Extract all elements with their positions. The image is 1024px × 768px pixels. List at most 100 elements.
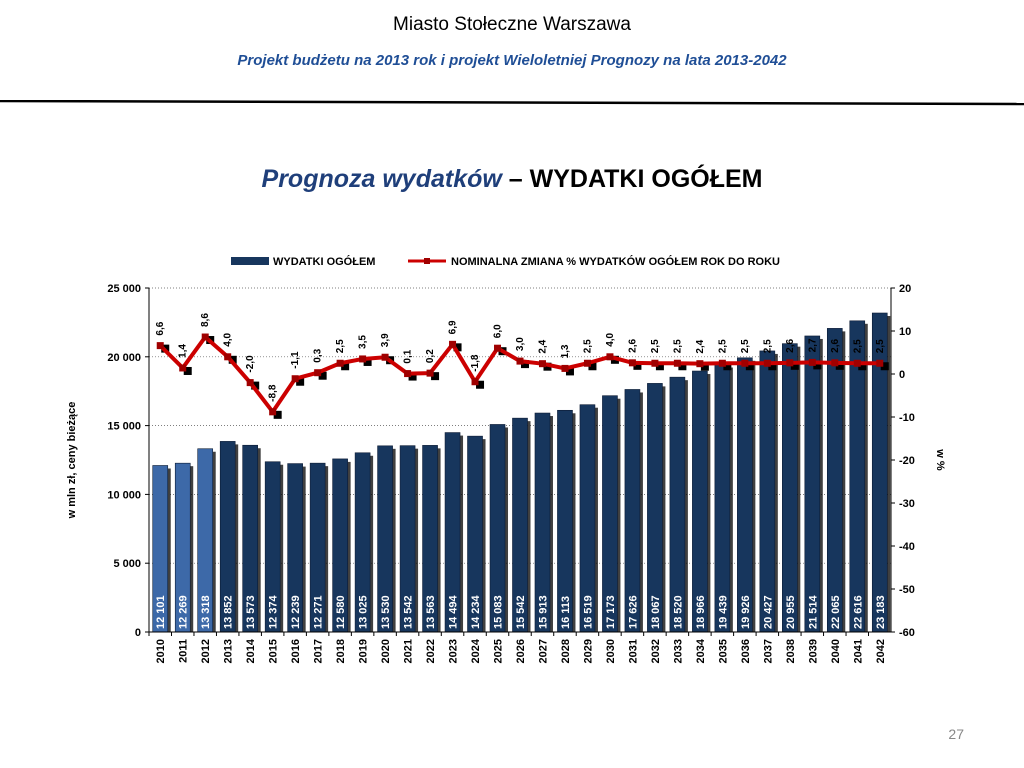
- legend-bar-swatch: [231, 257, 269, 265]
- x-tick-label: 2021: [403, 639, 415, 663]
- bar-value-label: 12 239: [290, 595, 302, 629]
- legend-line-marker: [424, 258, 430, 264]
- line-marker: [381, 353, 389, 361]
- x-tick-label: 2027: [537, 639, 549, 663]
- x-tick-label: 2022: [425, 639, 437, 663]
- line-marker: [741, 359, 749, 367]
- line-marker: [449, 340, 457, 348]
- bar-value-label: 20 427: [762, 595, 774, 629]
- bar-value-label: 15 542: [515, 595, 527, 629]
- line-marker: [763, 359, 771, 367]
- line-value-label: 1,3: [560, 344, 571, 358]
- line-marker: [224, 353, 232, 361]
- bar-value-labels: 12 101 12 269 13 318 13 852 13 573 12 374 12 2…: [155, 594, 887, 629]
- line-marker-shadow: [633, 361, 642, 370]
- line-value-label: 2,5: [650, 339, 661, 353]
- line-value-label: 2,7: [807, 338, 818, 352]
- chart-title-part1: Prognoza wydatków: [261, 165, 502, 193]
- line-value-label: 1,4: [178, 344, 189, 358]
- x-tick-label: 2019: [358, 639, 370, 663]
- bar-value-label: 13 852: [223, 595, 235, 629]
- percent-change-labels: 6,6 1,4 8,6 4,0 -2,0 -8,8 -1,1 0,3 2,5 3,5 3,9 0,1 0…: [155, 313, 886, 402]
- bar-value-label: 12 374: [268, 594, 280, 629]
- line-value-label: 2,5: [335, 339, 346, 353]
- bar-value-label: 20 955: [785, 595, 797, 629]
- line-marker-shadow: [476, 380, 485, 389]
- x-tick-label: 2042: [875, 639, 887, 663]
- x-tick-label: 2028: [560, 639, 572, 663]
- x-tick-label: 2012: [200, 639, 212, 663]
- x-tick-label: 2040: [830, 639, 842, 663]
- y-tick-label: 20 000: [107, 352, 141, 364]
- line-value-label: 8,6: [200, 313, 211, 327]
- y2-tick-label: -50: [899, 584, 915, 596]
- line-value-label: 4,0: [605, 332, 616, 346]
- y2-tick-label: -10: [899, 412, 915, 424]
- bar: [804, 335, 821, 633]
- bar-value-label: 17 173: [605, 595, 617, 629]
- y2-tick-label: -30: [899, 498, 915, 510]
- bar-value-label: 12 269: [178, 595, 190, 629]
- line-marker-shadow: [363, 357, 372, 366]
- line-marker-shadow: [858, 362, 867, 371]
- line-marker-shadow: [431, 372, 440, 381]
- x-tick-label: 2029: [582, 639, 594, 663]
- bar-value-label: 15 913: [537, 595, 549, 629]
- x-tick-label: 2041: [852, 639, 864, 663]
- line-marker-shadow: [655, 362, 664, 371]
- line-value-label: 3,5: [358, 335, 369, 349]
- y2-tick-label: -40: [899, 541, 915, 553]
- bar: [759, 350, 776, 633]
- line-marker: [404, 370, 412, 378]
- line-value-label: 2,6: [785, 338, 796, 352]
- bars: [152, 312, 891, 633]
- line-marker-shadow: [790, 361, 799, 370]
- x-tick-label: 2016: [290, 639, 302, 663]
- line-marker: [606, 353, 614, 361]
- line-marker: [853, 359, 861, 367]
- line-value-label: 6,6: [155, 321, 166, 335]
- line-marker-shadow: [341, 362, 350, 371]
- line-marker: [516, 357, 524, 365]
- bar-value-label: 14 234: [470, 594, 482, 629]
- line-value-label: 2,5: [875, 339, 886, 353]
- y2-tick-label: 10: [899, 326, 911, 338]
- x-tick-label: 2015: [268, 639, 280, 663]
- line-marker: [718, 359, 726, 367]
- x-tick-label: 2038: [785, 639, 797, 663]
- line-marker: [831, 359, 839, 367]
- line-value-label: -2,0: [245, 355, 256, 373]
- bar-value-label: 18 520: [672, 595, 684, 629]
- x-tick-label: 2025: [493, 639, 505, 663]
- line-value-label: 2,5: [672, 339, 683, 353]
- line-value-label: 2,5: [740, 339, 751, 353]
- bar-value-label: 19 926: [740, 595, 752, 629]
- bar-value-label: 17 626: [627, 595, 639, 629]
- line-value-label: 6,0: [493, 324, 504, 338]
- legend-bar-label: WYDATKI OGÓŁEM: [273, 255, 375, 268]
- x-tick-label: 2036: [740, 639, 752, 663]
- bar-value-label: 14 494: [448, 594, 460, 629]
- x-tick-label: 2031: [627, 639, 639, 663]
- x-tick-label: 2023: [448, 639, 460, 663]
- bar-value-label: 22 065: [830, 595, 842, 629]
- bar: [737, 357, 753, 633]
- left-axis-ticks: 0 5 000 10 000 15 000 20 000 25 000: [107, 283, 149, 639]
- line-value-label: 4,0: [223, 332, 234, 346]
- right-axis-ticks: -60 -50 -40 -30 -20 -10 0 10 20: [891, 283, 915, 639]
- line-marker: [291, 375, 299, 383]
- bar-value-label: 18 966: [695, 595, 707, 629]
- line-marker: [471, 378, 479, 386]
- x-tick-label: 2033: [672, 639, 684, 663]
- x-tick-label: 2010: [155, 639, 167, 663]
- line-value-label: 2,6: [830, 338, 841, 352]
- x-tick-label: 2017: [313, 639, 325, 663]
- line-value-label: 6,9: [448, 320, 459, 334]
- line-marker-shadow: [835, 361, 844, 370]
- line-marker-shadow: [296, 377, 305, 386]
- line-marker-shadow: [813, 361, 822, 370]
- line-marker: [583, 359, 591, 367]
- line-marker: [561, 364, 569, 372]
- bar-value-label: 18 067: [650, 595, 662, 629]
- bar-value-label: 13 542: [403, 595, 415, 629]
